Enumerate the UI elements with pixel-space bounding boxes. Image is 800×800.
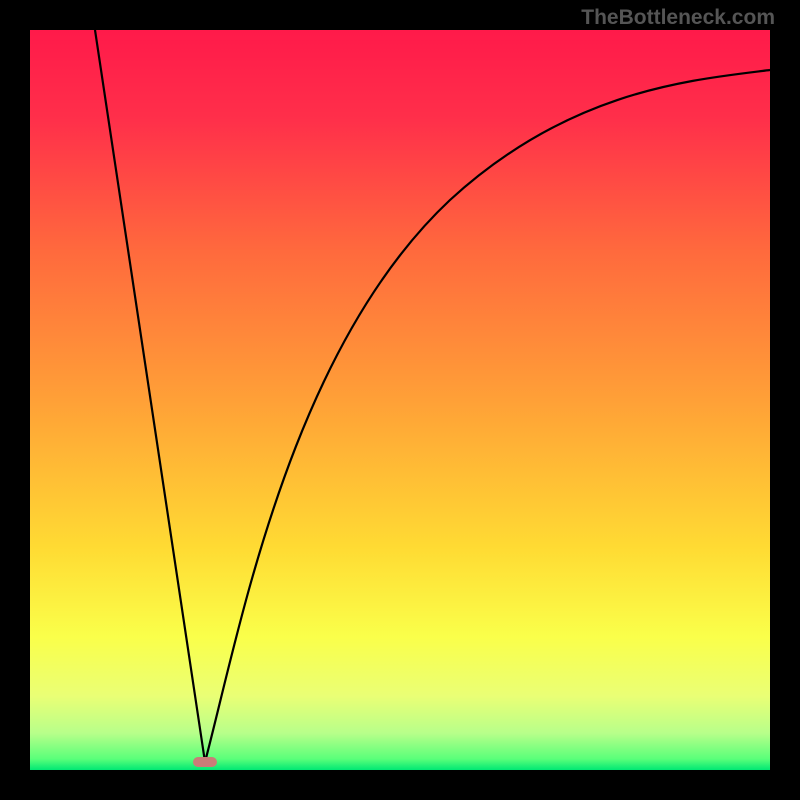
min-point-marker (193, 757, 217, 767)
chart-area (30, 30, 770, 770)
watermark-text: TheBottleneck.com (581, 6, 775, 30)
curve-right-branch (205, 70, 770, 762)
bottleneck-curve (30, 30, 770, 770)
curve-left-branch (95, 30, 205, 762)
